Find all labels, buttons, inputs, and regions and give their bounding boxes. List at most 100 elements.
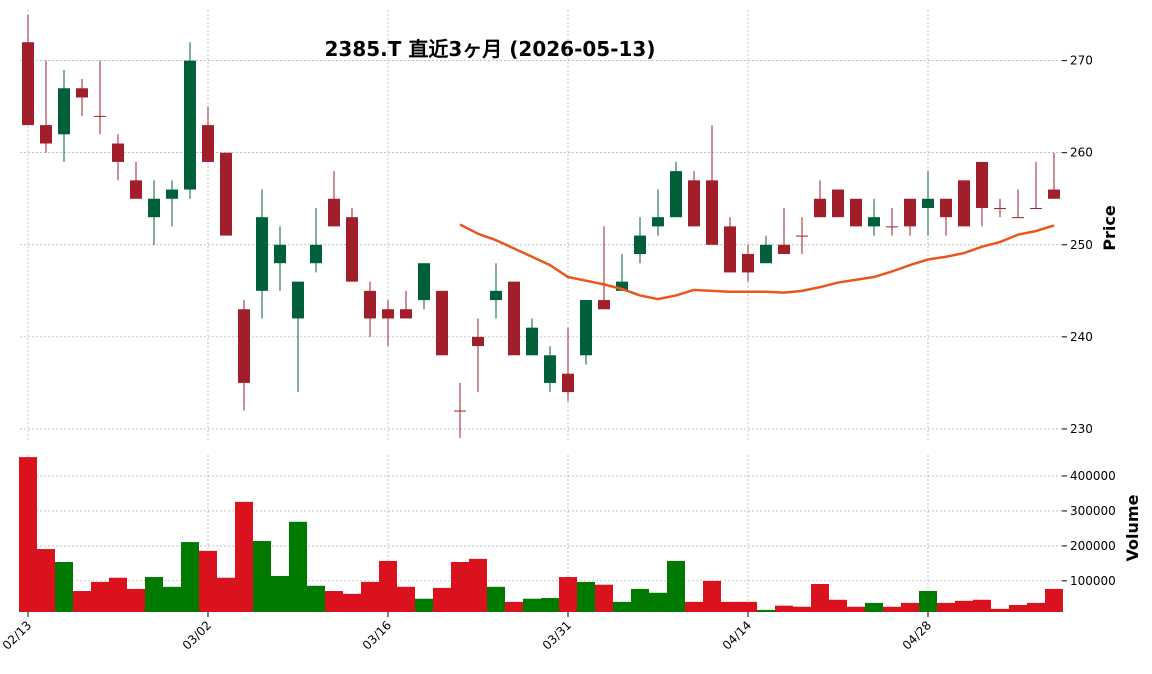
- candle-body: [742, 254, 754, 273]
- volume-bar: [307, 585, 325, 612]
- volume-bar: [811, 584, 829, 612]
- candle-body: [688, 180, 700, 227]
- candle-body: [346, 217, 358, 282]
- candle-body: [238, 309, 250, 383]
- volume-bar: [109, 577, 127, 612]
- volume-bar: [739, 601, 757, 612]
- candle-body: [832, 189, 844, 218]
- volume-bar: [955, 600, 973, 612]
- candle-body: [220, 152, 232, 236]
- y-tick-label: 250: [1070, 238, 1093, 252]
- volume-bar: [163, 586, 181, 612]
- candle-body: [40, 125, 52, 144]
- volume-bar: [1045, 588, 1063, 612]
- candle-body: [490, 290, 502, 301]
- candle-body: [562, 373, 574, 393]
- volume-bar: [523, 598, 541, 612]
- volume-bar: [343, 593, 361, 612]
- y-tick-label: 230: [1070, 422, 1093, 436]
- volume-bar: [253, 541, 271, 612]
- candle-body: [274, 244, 286, 264]
- candle-body: [796, 235, 808, 237]
- x-tick-label: 04/14: [720, 618, 754, 652]
- volume-bar: [469, 558, 487, 612]
- candle-body: [1048, 189, 1060, 199]
- candle-body: [904, 198, 916, 227]
- volume-bar: [541, 598, 559, 612]
- volume-bar: [937, 602, 955, 612]
- y-tick-label: 240: [1070, 330, 1093, 344]
- volume-bar: [433, 587, 451, 612]
- volume-bar: [775, 605, 793, 612]
- volume-bar: [91, 581, 109, 612]
- volume-bar: [451, 561, 469, 612]
- volume-bar: [289, 521, 307, 612]
- y-axis-label: Volume: [1123, 494, 1142, 561]
- candle-body: [22, 42, 34, 126]
- candle-body: [256, 217, 268, 291]
- volume-bar: [865, 602, 883, 612]
- volume-bar: [361, 581, 379, 612]
- volume-bar: [829, 599, 847, 612]
- volume-bar: [199, 550, 217, 612]
- volume-bar: [487, 586, 505, 612]
- volume-bar: [73, 591, 91, 612]
- candle-body: [310, 244, 322, 264]
- candle-body: [202, 125, 214, 162]
- candle-body: [724, 226, 736, 273]
- x-tick-label: 02/13: [0, 618, 34, 652]
- candle-body: [1030, 207, 1042, 209]
- volume-bar: [145, 577, 163, 612]
- volume-bar: [577, 581, 595, 612]
- y-tick-label: 300000: [1070, 504, 1116, 518]
- candle-body: [526, 327, 538, 356]
- candle-body: [760, 244, 772, 264]
- candle-body: [544, 355, 556, 383]
- candle-body: [670, 171, 682, 218]
- y-tick-label: 100000: [1070, 574, 1116, 588]
- volume-bar: [181, 542, 199, 612]
- candle-body: [400, 309, 412, 319]
- y-tick-label: 400000: [1070, 469, 1116, 483]
- candle-body: [868, 217, 880, 227]
- x-tick-label: 03/16: [360, 618, 394, 652]
- candle-body: [994, 207, 1006, 209]
- volume-bar: [19, 457, 37, 612]
- moving-average-line: [459, 223, 1055, 301]
- y-tick-label: 260: [1070, 146, 1093, 160]
- candle-body: [616, 281, 628, 291]
- volume-bar: [847, 606, 865, 612]
- volume-bar: [793, 606, 811, 612]
- volume-bar: [703, 580, 721, 612]
- volume-bar: [397, 586, 415, 612]
- candle-body: [958, 180, 970, 227]
- volume-bar: [649, 592, 667, 612]
- volume-bar: [505, 601, 523, 612]
- volume-bar: [235, 501, 253, 612]
- x-tick-label: 03/02: [180, 618, 214, 652]
- volume-bar: [883, 606, 901, 612]
- volume-bar: [1027, 602, 1045, 612]
- volume-bar: [901, 602, 919, 612]
- volume-bar: [631, 588, 649, 612]
- candle-body: [166, 189, 178, 199]
- volume-bar: [595, 584, 613, 612]
- volume-bar: [991, 608, 1009, 612]
- candle-body: [76, 88, 88, 98]
- candle-body: [112, 143, 124, 162]
- y-axis-label: Price: [1100, 205, 1119, 251]
- x-tick-label: 04/28: [900, 618, 934, 652]
- volume-bar: [325, 591, 343, 612]
- volume-bar: [1009, 605, 1027, 612]
- candle-body: [130, 180, 142, 199]
- y-tick-label: 270: [1070, 54, 1093, 68]
- candle-body: [814, 198, 826, 218]
- candle-body: [976, 161, 988, 208]
- volume-bar: [559, 577, 577, 612]
- volume-bar: [271, 575, 289, 612]
- volume-bar: [217, 577, 235, 612]
- candle-body: [58, 88, 70, 135]
- candle-body: [940, 198, 952, 218]
- candle-body: [472, 336, 484, 347]
